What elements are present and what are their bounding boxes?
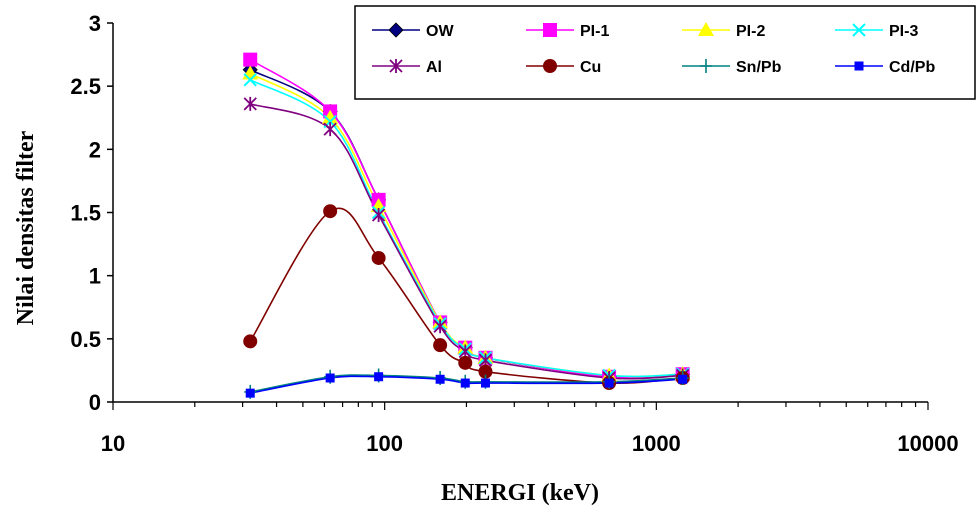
legend-label: PI-3 (889, 23, 918, 40)
data-point-cd-pb (480, 378, 490, 388)
data-point-cd-pb (678, 374, 688, 384)
series-line-pi-1 (249, 58, 683, 379)
x-tick-label: 10 (101, 431, 125, 456)
series-line-pi-2 (249, 72, 683, 378)
series-points-cu (243, 204, 690, 391)
legend-item-cu: Cu (526, 59, 601, 76)
y-tick-label: 2.5 (70, 74, 101, 99)
data-point-cu (243, 334, 258, 349)
series-points-pi-3 (243, 73, 690, 383)
legend-marker (852, 23, 866, 37)
legend-item-al: Al (372, 59, 442, 76)
legend-item-sn-pb: Sn/Pb (682, 59, 782, 76)
legend: OW PI-1 PI-2 PI-3 Al Cu Sn/Pb Cd/Pb (354, 5, 976, 100)
legend-label: OW (426, 23, 454, 40)
data-point-al (371, 208, 386, 223)
y-tick-label: 1 (89, 264, 101, 289)
data-point-al (243, 96, 257, 111)
data-point-cd-pb (460, 378, 470, 388)
x-axis-title: ENERGI (keV) (441, 480, 599, 506)
data-point-al (433, 319, 447, 334)
data-point-cu (433, 338, 448, 353)
data-point-pi-3 (243, 73, 257, 87)
legend-label: PI-1 (580, 23, 609, 40)
series-points-cd-pb (245, 372, 688, 398)
x-tick-label: 10000 (897, 431, 958, 456)
data-point-cu (478, 364, 493, 379)
y-tick-label: 0 (89, 390, 101, 415)
data-point-cd-pb (325, 373, 335, 383)
legend-marker (543, 23, 557, 37)
data-point-al (323, 122, 337, 137)
data-point-cu (371, 250, 386, 265)
x-tick-label: 1000 (632, 431, 681, 456)
axes (107, 22, 929, 410)
series-points-ow (242, 62, 691, 385)
legend-item-pi-3: PI-3 (835, 23, 918, 40)
legend-label: Cu (580, 59, 601, 76)
y-tick-label: 3 (89, 11, 101, 36)
legend-item-ow: OW (372, 22, 454, 40)
series-points-pi-2 (242, 65, 691, 382)
data-point-cd-pb (604, 378, 614, 388)
data-point-cd-pb (435, 374, 445, 384)
y-tick-label: 2 (89, 137, 101, 162)
data-point-cd-pb (374, 372, 384, 382)
y-axis-title: Nilai densitas filter (13, 130, 39, 325)
series-line-al (249, 103, 683, 380)
y-tick-label: 1.5 (70, 201, 101, 226)
data-point-pi-2 (322, 109, 339, 124)
legend-marker (389, 59, 403, 73)
legend-label: PI-2 (736, 23, 765, 40)
data-point-cd-pb (245, 388, 255, 398)
data-point-cu (323, 204, 338, 219)
y-tick-label: 0.5 (70, 327, 101, 352)
data-point-pi-1 (243, 52, 258, 67)
legend-marker (700, 59, 712, 73)
legend-label: Cd/Pb (889, 59, 935, 76)
series-line-ow (249, 69, 683, 379)
legend-marker (698, 22, 714, 36)
legend-label: Sn/Pb (736, 59, 782, 76)
legend-label: Al (426, 59, 442, 76)
legend-marker (854, 61, 864, 71)
data-point-cu (458, 355, 473, 370)
tick-labels: 0 0.5 1 1.5 2 2.5 3 10 100 1000 10000 (70, 11, 958, 456)
x-tick-label: 100 (366, 431, 403, 456)
legend-item-cd-pb: Cd/Pb (835, 59, 935, 76)
legend-box (354, 5, 976, 100)
legend-item-pi-1: PI-1 (526, 23, 609, 40)
legend-item-pi-2: PI-2 (682, 22, 765, 40)
legend-marker (543, 59, 557, 73)
plot-area (242, 52, 691, 399)
legend-marker (388, 22, 404, 38)
